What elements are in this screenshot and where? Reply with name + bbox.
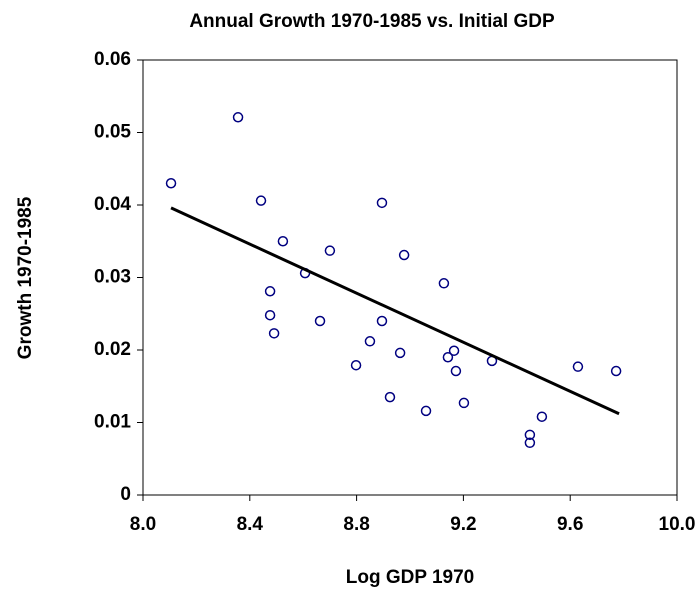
point (524, 429, 536, 441)
point (264, 286, 276, 297)
x-tick-label: 8.4 (237, 514, 264, 535)
point (384, 391, 396, 403)
point (536, 411, 548, 422)
point (394, 347, 406, 359)
point (448, 345, 460, 356)
x-tick-label: 9.2 (450, 514, 476, 535)
y-axis-label: Growth 1970-1985 (15, 196, 36, 359)
x-tick-label: 10.0 (659, 514, 696, 535)
x-axis-label: Log GDP 1970 (346, 567, 474, 588)
y-tick-label: 0.05 (94, 122, 131, 143)
y-tick-label: 0 (120, 484, 131, 505)
y-tick-label: 0.03 (94, 267, 131, 288)
point (165, 178, 177, 189)
point (524, 437, 536, 449)
point (324, 245, 336, 256)
point (572, 361, 584, 372)
x-tick-label: 9.6 (557, 514, 583, 535)
point (438, 278, 450, 289)
point (376, 315, 388, 327)
point (268, 328, 280, 339)
point (450, 365, 462, 377)
point (350, 359, 362, 371)
point (314, 315, 326, 327)
plot-frame (142, 59, 678, 496)
point (442, 352, 454, 363)
point (458, 397, 470, 409)
point (232, 112, 244, 123)
trend-line (170, 206, 620, 416)
x-tick-label: 8.8 (343, 514, 369, 535)
y-tick-label: 0.04 (94, 194, 131, 215)
chart-title: Annual Growth 1970-1985 vs. Initial GDP (189, 11, 555, 32)
y-tick-label: 0.01 (94, 412, 131, 433)
point (255, 195, 267, 206)
point (420, 405, 432, 417)
point (277, 236, 289, 247)
point (364, 336, 376, 347)
y-tick-label: 0.02 (94, 339, 131, 360)
y-tick-label: 0.06 (94, 49, 131, 70)
point (398, 249, 410, 261)
point (264, 309, 276, 321)
x-tick-label: 8.0 (130, 514, 156, 535)
point (376, 197, 388, 209)
point (610, 365, 622, 377)
